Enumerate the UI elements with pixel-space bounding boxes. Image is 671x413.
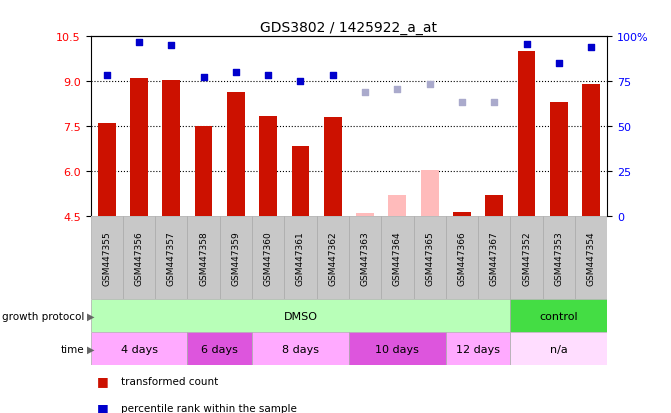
Text: 8 days: 8 days — [282, 344, 319, 354]
Bar — [98, 124, 115, 217]
Text: GSM447360: GSM447360 — [264, 231, 272, 285]
Text: GSM447362: GSM447362 — [328, 231, 338, 285]
Point — [166, 43, 176, 50]
Bar — [575, 217, 607, 299]
Point — [456, 100, 467, 107]
Bar — [187, 217, 220, 299]
Text: GSM447352: GSM447352 — [522, 231, 531, 285]
Text: GSM447353: GSM447353 — [554, 231, 564, 285]
Bar — [413, 217, 446, 299]
Bar — [324, 118, 342, 217]
Bar — [259, 116, 277, 217]
Point — [263, 73, 274, 79]
Bar — [511, 217, 543, 299]
Bar — [446, 217, 478, 299]
Text: n/a: n/a — [550, 344, 568, 354]
Bar — [478, 217, 511, 299]
Point — [295, 79, 306, 85]
Bar — [123, 217, 155, 299]
Bar — [162, 81, 180, 217]
Bar — [349, 332, 446, 366]
Point — [231, 70, 242, 76]
Text: transformed count: transformed count — [121, 376, 218, 386]
Text: time: time — [60, 344, 84, 354]
Bar — [453, 212, 471, 217]
Text: GSM447354: GSM447354 — [586, 231, 596, 285]
Text: GSM447364: GSM447364 — [393, 231, 402, 285]
Bar — [550, 103, 568, 217]
Point — [586, 44, 597, 51]
Text: 4 days: 4 days — [121, 344, 158, 354]
Bar — [381, 217, 413, 299]
Bar — [446, 332, 511, 366]
Text: ▶: ▶ — [87, 311, 95, 321]
Bar — [91, 332, 187, 366]
Text: growth protocol: growth protocol — [1, 311, 84, 321]
Text: DMSO: DMSO — [283, 311, 317, 321]
Point — [392, 86, 403, 93]
Text: 10 days: 10 days — [375, 344, 419, 354]
Bar — [91, 299, 511, 332]
Text: percentile rank within the sample: percentile rank within the sample — [121, 403, 297, 413]
Text: 12 days: 12 days — [456, 344, 500, 354]
Point — [489, 100, 500, 107]
Text: control: control — [539, 311, 578, 321]
Point — [424, 82, 435, 88]
Text: GSM447363: GSM447363 — [360, 231, 370, 285]
Text: GSM447356: GSM447356 — [134, 231, 144, 285]
Point — [360, 89, 370, 96]
Point — [327, 73, 338, 79]
Bar — [485, 196, 503, 217]
Text: GSM447359: GSM447359 — [231, 231, 240, 285]
Text: GSM447367: GSM447367 — [490, 231, 499, 285]
Bar — [511, 299, 607, 332]
Bar — [582, 85, 600, 217]
Bar — [389, 196, 406, 217]
Text: GSM447355: GSM447355 — [102, 231, 111, 285]
Text: ■: ■ — [97, 375, 109, 387]
Point — [101, 73, 112, 79]
Bar — [187, 332, 252, 366]
Text: GSM447361: GSM447361 — [296, 231, 305, 285]
Point — [521, 41, 532, 48]
Point — [554, 61, 564, 67]
Text: ▶: ▶ — [87, 344, 95, 354]
Bar — [252, 332, 349, 366]
Point — [198, 74, 209, 81]
Text: GSM447366: GSM447366 — [458, 231, 466, 285]
Point — [134, 40, 144, 47]
Bar — [517, 52, 535, 217]
Bar — [285, 217, 317, 299]
Bar — [155, 217, 187, 299]
Text: ■: ■ — [97, 401, 109, 413]
Bar — [91, 217, 123, 299]
Text: 6 days: 6 days — [201, 344, 238, 354]
Text: GSM447358: GSM447358 — [199, 231, 208, 285]
Bar — [227, 93, 245, 217]
Bar — [543, 217, 575, 299]
Bar — [349, 217, 381, 299]
Text: GSM447365: GSM447365 — [425, 231, 434, 285]
Bar — [511, 332, 607, 366]
Bar — [220, 217, 252, 299]
Bar — [252, 217, 285, 299]
Bar — [195, 127, 213, 217]
Bar — [130, 79, 148, 217]
Bar — [317, 217, 349, 299]
Bar — [421, 171, 439, 217]
Title: GDS3802 / 1425922_a_at: GDS3802 / 1425922_a_at — [260, 21, 437, 35]
Bar — [356, 214, 374, 217]
Bar — [292, 147, 309, 217]
Text: GSM447357: GSM447357 — [167, 231, 176, 285]
